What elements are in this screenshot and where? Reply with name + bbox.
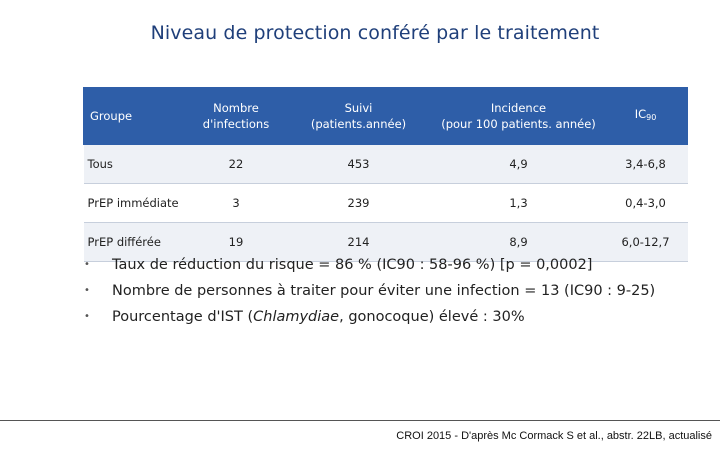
cell-groupe: Tous [83, 144, 189, 184]
header-incidence-line2: (pour 100 patients. année) [441, 117, 596, 131]
header-suivi: Suivi (patients.année) [283, 87, 434, 145]
header-incidence: Incidence (pour 100 patients. année) [433, 87, 604, 145]
header-groupe: Groupe [83, 87, 189, 145]
list-item: • Pourcentage d'IST (Chlamydiae, gonocoq… [84, 306, 655, 332]
cell-ic: 3,4-6,8 [603, 144, 688, 184]
results-table: Groupe Nombre d'infections Suivi (patien… [83, 87, 688, 262]
header-nombre: Nombre d'infections [188, 87, 284, 145]
cell-infections: 3 [188, 183, 284, 223]
cell-infections: 19 [188, 222, 284, 262]
bullet-text-post: , gonocoque) élevé : 30% [339, 309, 525, 325]
table-row: Tous 22 453 4,9 3,4-6,8 [83, 144, 688, 184]
cell-suivi: 214 [283, 222, 434, 262]
cell-ic: 0,4-3,0 [603, 183, 688, 223]
bullet-icon: • [84, 285, 90, 296]
cell-suivi: 239 [283, 183, 434, 223]
bullet-text-pre: Pourcentage d'IST ( [112, 309, 254, 325]
header-incidence-line1: Incidence [490, 101, 547, 115]
footer-citation: CROI 2015 - D'après Mc Cormack S et al.,… [396, 430, 712, 442]
cell-ic: 6,0-12,7 [603, 222, 688, 262]
table-row: PrEP immédiate 3 239 1,3 0,4-3,0 [83, 183, 688, 223]
findings-list: • Taux de réduction du risque = 86 % (IC… [84, 254, 655, 332]
bullet-icon: • [84, 311, 90, 322]
header-suivi-line1: Suivi [344, 101, 373, 115]
cell-infections: 22 [188, 144, 284, 184]
page-title: Niveau de protection conféré par le trai… [150, 22, 600, 44]
cell-groupe: PrEP immédiate [83, 183, 189, 223]
header-suivi-line2: (patients.année) [310, 117, 407, 131]
cell-incidence: 4,9 [433, 144, 604, 184]
footer-divider [0, 420, 720, 421]
cell-groupe: PrEP différée [83, 222, 189, 262]
bullet-text: Taux de réduction du risque = 86 % (IC90… [112, 257, 593, 273]
cell-incidence: 8,9 [433, 222, 604, 262]
table-row: PrEP différée 19 214 8,9 6,0-12,7 [83, 222, 688, 262]
table-header-row: Groupe Nombre d'infections Suivi (patien… [83, 87, 688, 145]
header-ic-main: IC [634, 107, 647, 121]
header-nombre-line2: d'infections [202, 117, 270, 131]
bullet-icon: • [84, 259, 90, 270]
cell-incidence: 1,3 [433, 183, 604, 223]
list-item: • Taux de réduction du risque = 86 % (IC… [84, 254, 655, 280]
bullet-text: Nombre de personnes à traiter pour évite… [112, 283, 656, 299]
cell-suivi: 453 [283, 144, 434, 184]
header-ic90: IC90 [603, 87, 688, 145]
list-item: • Nombre de personnes à traiter pour évi… [84, 280, 655, 306]
bullet-text-emphasis: Chlamydiae [253, 309, 340, 325]
header-nombre-line1: Nombre [213, 101, 259, 115]
header-ic-sub: 90 [646, 113, 657, 122]
